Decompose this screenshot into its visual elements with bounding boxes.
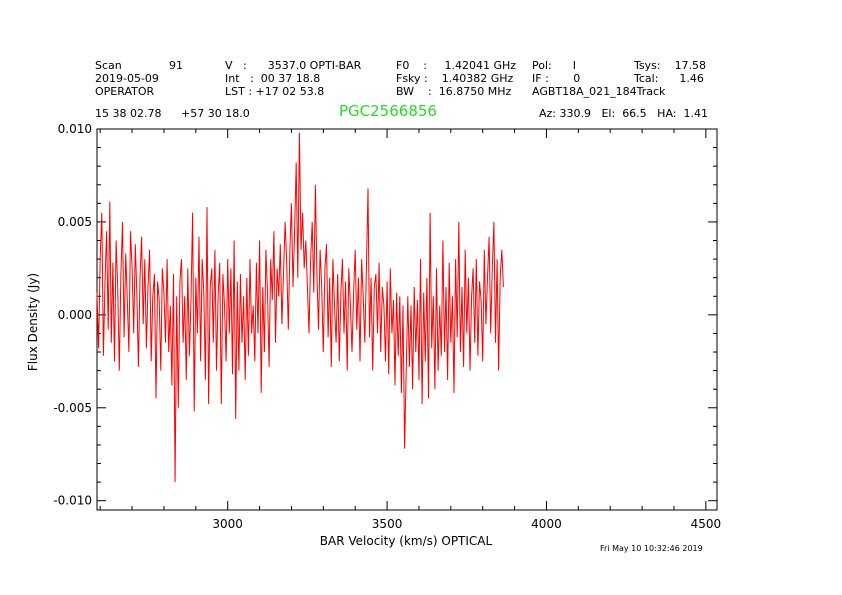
x-axis-label: BAR Velocity (km/s) OPTICAL — [320, 534, 493, 548]
x-tick-label: 4500 — [691, 517, 722, 531]
header-project: AGBT18A_021_184Track — [532, 85, 666, 98]
y-tick-label: -0.010 — [53, 494, 92, 508]
object-name: PGC2566856 — [339, 102, 437, 120]
header-integration: Int : 00 37 18.8 — [225, 72, 321, 85]
header-tsys: Tsys: 17.58 — [634, 59, 707, 72]
plot-frame — [96, 128, 718, 511]
header-operator: OPERATOR — [95, 85, 155, 98]
header-dec: +57 30 18.0 — [181, 107, 250, 120]
header-bw: BW : 16.8750 MHz — [396, 85, 512, 98]
y-tick-label: 0.010 — [58, 122, 92, 136]
header-date: 2019-05-09 — [95, 72, 159, 85]
header-scan-label: Scan — [95, 59, 122, 72]
x-tick-label: 3500 — [372, 517, 403, 531]
spectrum-line — [96, 132, 504, 483]
y-axis-label: Flux Density (Jy) — [26, 273, 40, 371]
plot-axes: 3000 3500 4000 4500 -0.010 -0.005 0.000 0.005 0.… — [53, 122, 721, 531]
header-velocity: V : 3537.0 OPTI-BAR — [225, 59, 362, 72]
timestamp: Fri May 10 10:32:46 2019 — [600, 544, 703, 553]
header-if: IF : 0 — [532, 72, 581, 85]
x-tick-label: 4000 — [531, 517, 562, 531]
y-tick-label: -0.005 — [53, 401, 92, 415]
spectrum-data — [96, 132, 504, 483]
header-pol: Pol: I — [532, 59, 576, 72]
header-ra: 15 38 02.78 — [95, 107, 162, 120]
y-tick-label: 0.000 — [58, 308, 92, 322]
header-az-el-ha: Az: 330.9 El: 66.5 HA: 1.41 — [539, 107, 708, 120]
x-tick-label: 3000 — [212, 517, 243, 531]
header-scan-number: 91 — [169, 59, 183, 72]
header-f0: F0 : 1.42041 GHz — [396, 59, 517, 72]
y-tick-label: 0.005 — [58, 215, 92, 229]
header-lst: LST : +17 02 53.8 — [225, 85, 325, 98]
header-tcal: Tcal: 1.46 — [634, 72, 704, 85]
header-fsky: Fsky : 1.40382 GHz — [396, 72, 514, 85]
